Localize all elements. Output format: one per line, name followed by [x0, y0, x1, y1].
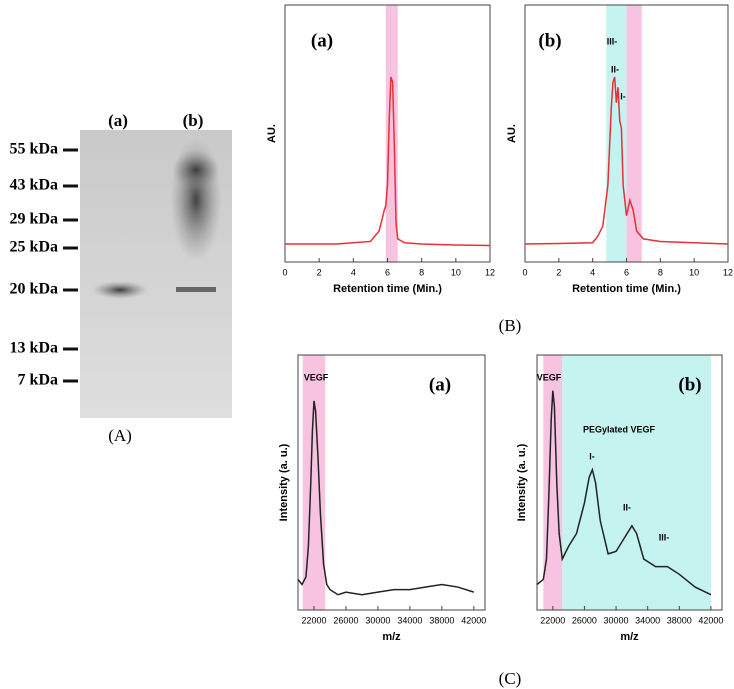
marker-label: 29 kDa [10, 211, 58, 228]
annotation: II- [623, 502, 631, 512]
annotation: I- [620, 91, 626, 101]
x-tick-label: 26000 [333, 615, 358, 625]
x-tick-label: 12 [723, 267, 733, 277]
highlight-band [606, 5, 627, 262]
charts: 0 2 4 6 8 10 12 Retention time (Min.) AU. (a) 0 2 4 6… [266, 4, 733, 643]
marker-dash [63, 379, 78, 383]
x-axis-label: Retention time (Min.) [572, 283, 681, 295]
x-tick-label: 30000 [604, 615, 629, 625]
marker-dash [63, 347, 78, 351]
caption: (B) [499, 316, 522, 335]
annotation: VEGF [537, 372, 562, 382]
x-tick-label: 34000 [397, 615, 422, 625]
annotation: III- [607, 36, 618, 46]
x-tick-label: 6 [385, 267, 390, 277]
highlight-band [626, 5, 642, 262]
y-axis-label: AU. [266, 124, 278, 143]
x-tick-label: 42000 [698, 615, 723, 625]
marker-list: 55 kDa 43 kDa 29 kDa 25 kDa 20 kDa 13 kDa 7 kD… [10, 141, 78, 389]
data-line [524, 76, 729, 245]
marker-dash [63, 148, 78, 152]
x-axis-label: m/z [382, 631, 401, 643]
x-tick-label: 22000 [301, 615, 326, 625]
highlight-band [543, 355, 563, 610]
marker-label: 55 kDa [10, 141, 58, 158]
gel-band [172, 150, 220, 190]
lane-label: (b) [183, 111, 204, 130]
plot-frame [536, 354, 723, 611]
marker-label: 7 kDa [18, 372, 58, 389]
marker-label: 20 kDa [10, 281, 58, 298]
data-line [536, 390, 712, 596]
highlight-band [562, 355, 711, 610]
x-axis-label: Retention time (Min.) [333, 283, 442, 295]
data-line [297, 400, 475, 596]
caption: (C) [499, 669, 522, 688]
y-axis-label: Intensity (a. u.) [516, 443, 528, 521]
x-tick-label: 12 [485, 267, 495, 277]
marker-dash [63, 218, 78, 222]
marker-label: 13 kDa [10, 340, 58, 357]
chart: 22000 26000 30000 34000 38000 42000 m/z Intensi… [278, 354, 486, 643]
gel-panel: (a) (b) 55 kDa 43 kDa 29 kDa 25 kDa 20 kDa 13… [10, 111, 232, 445]
x-tick-label: 30000 [365, 615, 390, 625]
panel-label: (b) [678, 374, 701, 395]
x-tick-label: 38000 [667, 615, 692, 625]
x-tick-label: 22000 [540, 615, 565, 625]
y-axis-label: AU. [506, 124, 518, 143]
annotation: VEGF [304, 372, 329, 382]
x-tick-label: 2 [317, 267, 322, 277]
x-tick-label: 0 [522, 267, 527, 277]
highlight-band [385, 5, 398, 262]
panel-label: (a) [311, 30, 333, 51]
x-tick-label: 34000 [635, 615, 660, 625]
caption: (A) [108, 426, 132, 445]
chart: 0 2 4 6 8 10 12 Retention time (Min.) AU. (a) [266, 4, 495, 295]
marker-label: 43 kDa [10, 177, 58, 194]
annotation: I- [589, 451, 595, 461]
marker-dash [63, 184, 78, 188]
annotation: III- [659, 532, 670, 542]
chart: 22000 26000 30000 34000 38000 42000 m/z Intensi… [516, 354, 723, 643]
annotation: II- [611, 64, 619, 74]
panel-label: (b) [538, 30, 561, 51]
x-tick-label: 6 [624, 267, 629, 277]
data-line [285, 76, 491, 247]
x-tick-label: 42000 [461, 615, 486, 625]
x-tick-label: 8 [419, 267, 424, 277]
chart: 0 2 4 6 8 10 12 Retention time (Min.) AU. (b) III-… [506, 4, 733, 295]
x-tick-label: 2 [556, 267, 561, 277]
marker-dash [63, 288, 78, 292]
x-tick-label: 26000 [572, 615, 597, 625]
lane-label: (a) [108, 111, 128, 130]
x-axis-label: m/z [620, 631, 639, 643]
marker-dash [63, 246, 78, 250]
x-tick-label: 10 [451, 267, 461, 277]
x-tick-label: 10 [689, 267, 699, 277]
annotation: PEGylated VEGF [583, 424, 656, 434]
x-tick-label: 38000 [429, 615, 454, 625]
panel-label: (a) [429, 374, 451, 395]
marker-label: 25 kDa [10, 239, 58, 256]
x-tick-label: 0 [282, 267, 287, 277]
gel-band [92, 281, 148, 299]
x-tick-label: 8 [658, 267, 663, 277]
y-axis-label: Intensity (a. u.) [278, 443, 290, 521]
gel-band [176, 287, 216, 292]
x-tick-label: 4 [351, 267, 356, 277]
x-tick-label: 4 [590, 267, 595, 277]
plot-frame [297, 354, 486, 611]
